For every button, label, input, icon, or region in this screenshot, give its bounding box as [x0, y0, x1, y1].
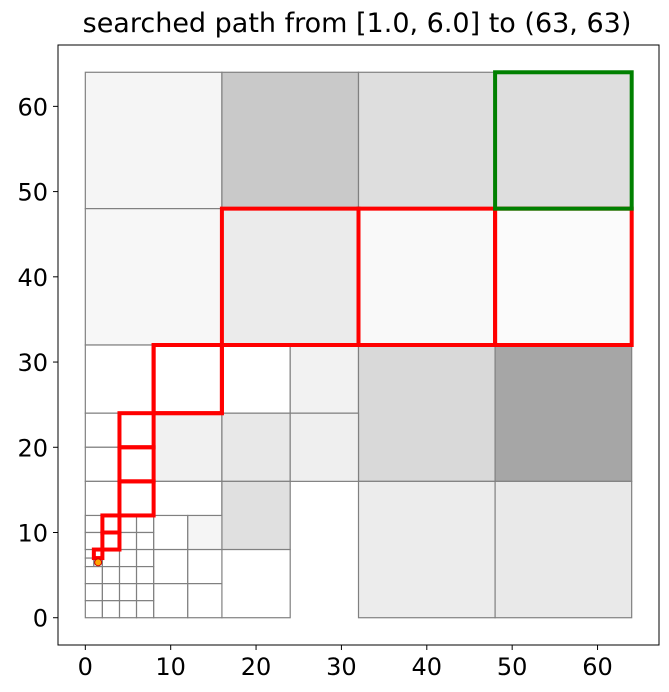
- quadtree-cell: [84, 71, 223, 210]
- path-cell: [100, 513, 122, 535]
- x-axis-ticks: 0 10 20 30 40 50 60: [78, 645, 613, 681]
- quadtree-cell: [84, 600, 103, 619]
- path-cell: [91, 547, 105, 561]
- y-axis-ticks: 0 10 20 30 40 50 60: [17, 93, 58, 633]
- quadtree-cell: [84, 565, 103, 585]
- x-tick-label: 30: [326, 653, 357, 681]
- y-tick-label: 10: [17, 520, 48, 548]
- quadtree-cell: [101, 531, 121, 551]
- quadtree-cell: [118, 583, 138, 602]
- quadtree-cell: [101, 565, 121, 585]
- quadtree-cell: [153, 514, 189, 551]
- quadtree-cell: [101, 548, 121, 568]
- quadtree-cell: [101, 600, 121, 619]
- quadtree-cell: [357, 480, 496, 619]
- quadtree-cell: [153, 412, 223, 482]
- quadtree-cell: [135, 600, 155, 619]
- y-tick-label: 20: [17, 434, 48, 462]
- quadtree-cell: [153, 548, 189, 585]
- quadtree-cell: [84, 446, 121, 482]
- quadtree-cell: [357, 208, 496, 346]
- x-tick-label: 60: [582, 653, 613, 681]
- y-tick-label: 60: [17, 93, 48, 121]
- quadtree-cell: [118, 600, 138, 619]
- quadtree-cell: [221, 71, 360, 210]
- quadtree-cell: [84, 514, 103, 534]
- quadtree-cell: [135, 531, 155, 551]
- quadtree-cell: [187, 583, 223, 619]
- start-point-marker: [94, 558, 103, 567]
- x-tick-label: 20: [241, 653, 272, 681]
- quadtree-cell: [289, 344, 360, 414]
- quadtree-cell: [84, 412, 121, 448]
- y-tick-label: 0: [33, 605, 48, 633]
- quadtree-cell: [101, 514, 121, 534]
- goal-cell: [493, 70, 634, 211]
- path-cell: [117, 411, 156, 450]
- quadtree-cell: [494, 344, 633, 482]
- chart-title: searched path from [1.0, 6.0] to (63, 63…: [83, 8, 632, 39]
- quadtree-cell: [153, 583, 189, 619]
- search-path: [91, 206, 634, 561]
- quadtree-cell: [357, 344, 496, 482]
- quadtree-cell: [118, 446, 155, 482]
- quadtree-cell: [135, 565, 155, 585]
- quadtree-cell: [84, 344, 155, 414]
- quadtree-cell: [187, 548, 223, 585]
- x-tick-label: 10: [155, 653, 186, 681]
- quadtree-cell: [84, 531, 103, 551]
- quadtree-cell: [135, 583, 155, 602]
- quadtree-cell: [118, 565, 138, 585]
- quadtree-cell: [118, 514, 138, 534]
- quadtree-cell: [221, 344, 291, 414]
- x-tick-label: 0: [78, 653, 93, 681]
- quadtree-cells: [84, 71, 633, 619]
- start-marker-layer: [94, 558, 103, 567]
- quadtree-cell: [357, 71, 496, 210]
- quadtree-cell: [289, 412, 360, 482]
- quadtree-cell: [221, 412, 291, 482]
- quadtree-cell: [221, 480, 291, 551]
- y-tick-label: 40: [17, 264, 48, 292]
- quadtree-cell: [135, 514, 155, 534]
- quadtree-cell: [221, 548, 291, 619]
- quadtree-cell: [494, 480, 633, 619]
- goal-region: [493, 70, 634, 211]
- quadtree-cell: [494, 71, 633, 210]
- x-tick-label: 40: [412, 653, 443, 681]
- quadtree-cell: [118, 412, 155, 448]
- quadtree-cell: [101, 583, 121, 602]
- quadtree-cell: [118, 531, 138, 551]
- quadtree-cell: [135, 548, 155, 568]
- axes-frame: [57, 44, 660, 646]
- quadtree-cell: [153, 344, 223, 414]
- quadtree-cell: [118, 548, 138, 568]
- y-tick-label: 50: [17, 179, 48, 207]
- quadtree-cell: [221, 208, 360, 346]
- path-cell: [151, 343, 224, 416]
- quadtree-cell: [84, 583, 103, 602]
- quadtree-cell: [187, 514, 223, 551]
- quadtree-cell: [494, 208, 633, 346]
- quadtree-cell: [84, 208, 223, 346]
- x-tick-label: 50: [497, 653, 528, 681]
- y-tick-label: 30: [17, 349, 48, 377]
